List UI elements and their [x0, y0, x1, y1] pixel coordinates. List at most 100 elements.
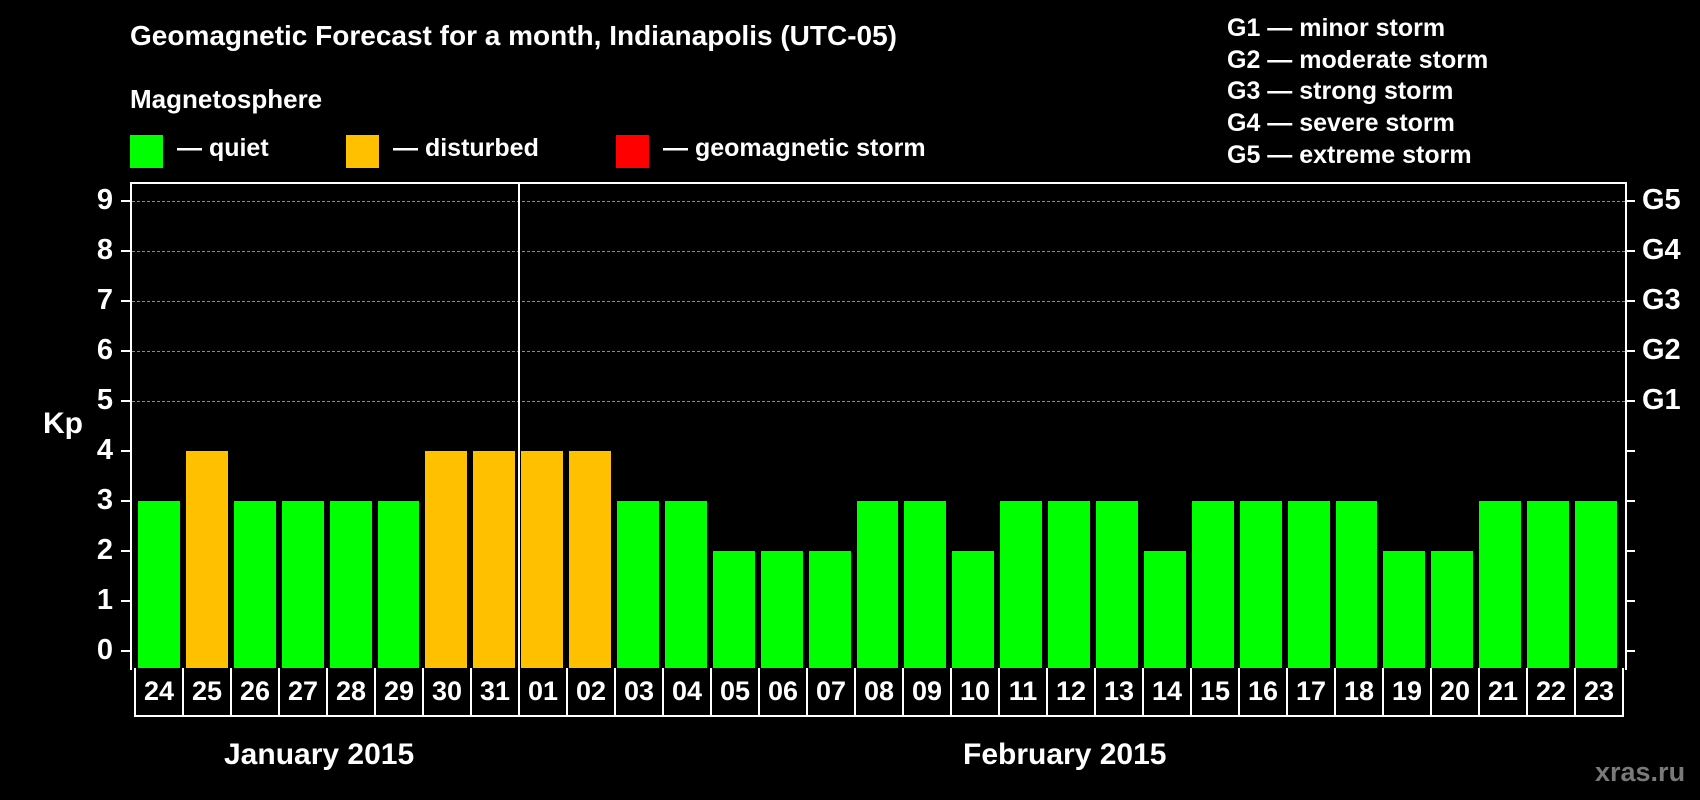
bar-06	[760, 551, 803, 668]
gridline	[132, 301, 1625, 302]
date-cell: 15	[1192, 668, 1240, 715]
date-cell: 06	[760, 668, 808, 715]
plot-area	[130, 182, 1627, 670]
y-tick	[121, 650, 131, 652]
date-cell: 23	[1583, 676, 1615, 706]
bar-08	[856, 501, 899, 668]
gridline	[132, 351, 1625, 352]
y-tick-label: 7	[96, 284, 114, 316]
storm-level-label: G1	[1642, 384, 1681, 416]
bar-10	[952, 551, 995, 668]
y-tick-label: 0	[96, 634, 114, 666]
y-tick	[121, 250, 131, 252]
bar-18	[1335, 501, 1378, 668]
bar-01	[521, 451, 564, 668]
date-cell: 22	[1528, 668, 1576, 715]
date-cell: 31	[472, 668, 520, 715]
legend-label-disturbed: — disturbed	[393, 134, 539, 162]
bar-17	[1287, 501, 1330, 668]
y-tick-label: 2	[96, 534, 114, 566]
gridline	[132, 401, 1625, 402]
bar-05	[712, 551, 755, 668]
bar-12	[1048, 501, 1091, 668]
date-cell: 03	[616, 668, 664, 715]
y-tick	[121, 500, 131, 502]
date-cell: 29	[376, 668, 424, 715]
right-tick	[1625, 250, 1635, 252]
gridline	[132, 251, 1625, 252]
bar-29	[377, 501, 420, 668]
date-cell: 16	[1240, 668, 1288, 715]
storm-scale-g4: G4 — severe storm	[1227, 109, 1455, 138]
bar-27	[281, 501, 324, 668]
y-tick-label: 4	[96, 434, 114, 466]
y-tick-label: 1	[96, 584, 114, 616]
date-cell: 14	[1144, 668, 1192, 715]
y-tick	[121, 550, 131, 552]
date-cell: 02	[568, 668, 616, 715]
right-tick	[1625, 300, 1635, 302]
legend-swatch-quiet	[130, 135, 163, 168]
bar-25	[185, 451, 228, 668]
bar-15	[1191, 501, 1234, 668]
bar-23	[1575, 501, 1617, 668]
date-cell: 24	[136, 668, 184, 715]
storm-scale-g2: G2 — moderate storm	[1227, 45, 1489, 74]
date-cell: 08	[856, 668, 904, 715]
y-tick	[121, 600, 131, 602]
storm-scale-legend: G1 — minor storm G2 — moderate storm G3 …	[1227, 13, 1488, 172]
storm-scale-g3: G3 — strong storm	[1227, 77, 1454, 106]
date-cell: 28	[328, 668, 376, 715]
bar-30	[425, 451, 468, 668]
storm-scale-g1: G1 — minor storm	[1227, 14, 1446, 42]
date-cell: 25	[184, 668, 232, 715]
legend-swatch-storm	[616, 135, 649, 168]
date-cell: 13	[1096, 668, 1144, 715]
date-cell: 17	[1288, 668, 1336, 715]
y-tick	[121, 450, 131, 452]
date-cell: 27	[280, 668, 328, 715]
y-tick-label: 8	[96, 234, 114, 266]
y-tick	[121, 400, 131, 402]
storm-level-label: G3	[1642, 284, 1681, 316]
month-label-january: January 2015	[224, 738, 415, 771]
date-cell: 11	[1000, 668, 1048, 715]
storm-level-label: G5	[1642, 184, 1681, 216]
date-cell: 12	[1048, 668, 1096, 715]
bar-24	[138, 501, 180, 668]
legend-label-storm: — geomagnetic storm	[663, 134, 926, 162]
bar-31	[473, 451, 516, 668]
right-tick	[1625, 400, 1635, 402]
date-cell: 09	[904, 668, 952, 715]
y-tick	[121, 300, 131, 302]
date-cell: 21	[1480, 668, 1528, 715]
y-axis-label: Kp	[43, 407, 83, 440]
bar-14	[1143, 551, 1186, 668]
y-tick	[121, 350, 131, 352]
storm-scale-g5: G5 — extreme storm	[1227, 140, 1472, 169]
y-tick-label: 5	[96, 384, 114, 416]
date-cell: 10	[952, 668, 1000, 715]
month-label-february: February 2015	[963, 738, 1167, 771]
date-cell: 30	[424, 668, 472, 715]
bar-19	[1383, 551, 1426, 668]
right-tick	[1625, 200, 1635, 202]
right-tick	[1625, 350, 1635, 352]
legend-swatch-disturbed	[346, 135, 379, 168]
bar-16	[1239, 501, 1282, 668]
right-tick	[1625, 550, 1635, 552]
y-tick-label: 9	[96, 184, 114, 216]
bar-26	[233, 501, 276, 668]
month-separator	[518, 184, 520, 668]
bar-21	[1479, 501, 1522, 668]
date-cell: 05	[712, 668, 760, 715]
bar-11	[1000, 501, 1043, 668]
chart-title: Geomagnetic Forecast for a month, Indian…	[130, 20, 897, 51]
date-row: 24 25 26 27 28 29 30 31 01 02 03 04 05 06 07 08 09 10 11 12…	[134, 668, 1624, 717]
date-cell: 20	[1432, 668, 1480, 715]
storm-level-label: G2	[1642, 334, 1681, 366]
bar-04	[664, 501, 707, 668]
date-cell: 26	[232, 668, 280, 715]
bar-22	[1527, 501, 1570, 668]
right-tick	[1625, 600, 1635, 602]
